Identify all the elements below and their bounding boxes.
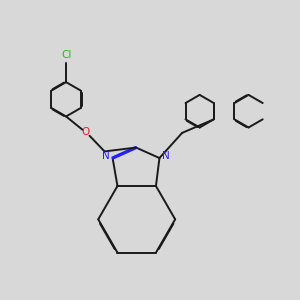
Text: N: N xyxy=(162,151,169,161)
Text: Cl: Cl xyxy=(61,50,71,61)
Text: N: N xyxy=(102,151,110,161)
Text: O: O xyxy=(81,127,89,137)
